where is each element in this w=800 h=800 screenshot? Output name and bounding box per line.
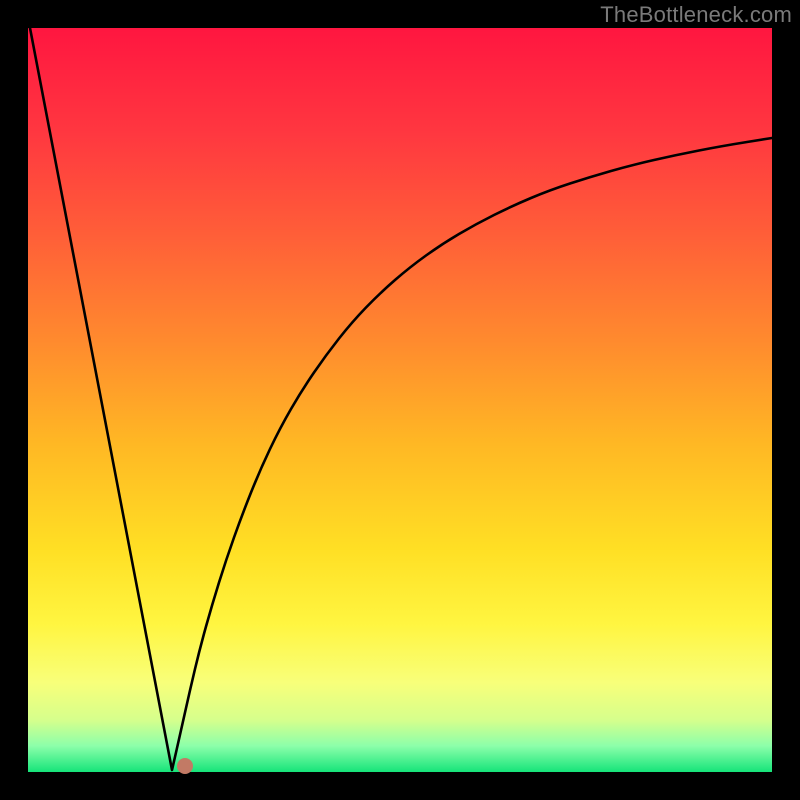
plot-background	[28, 28, 772, 772]
optimum-marker	[177, 758, 193, 774]
watermark-text: TheBottleneck.com	[600, 2, 792, 28]
bottleneck-chart	[0, 0, 800, 800]
chart-container: TheBottleneck.com	[0, 0, 800, 800]
